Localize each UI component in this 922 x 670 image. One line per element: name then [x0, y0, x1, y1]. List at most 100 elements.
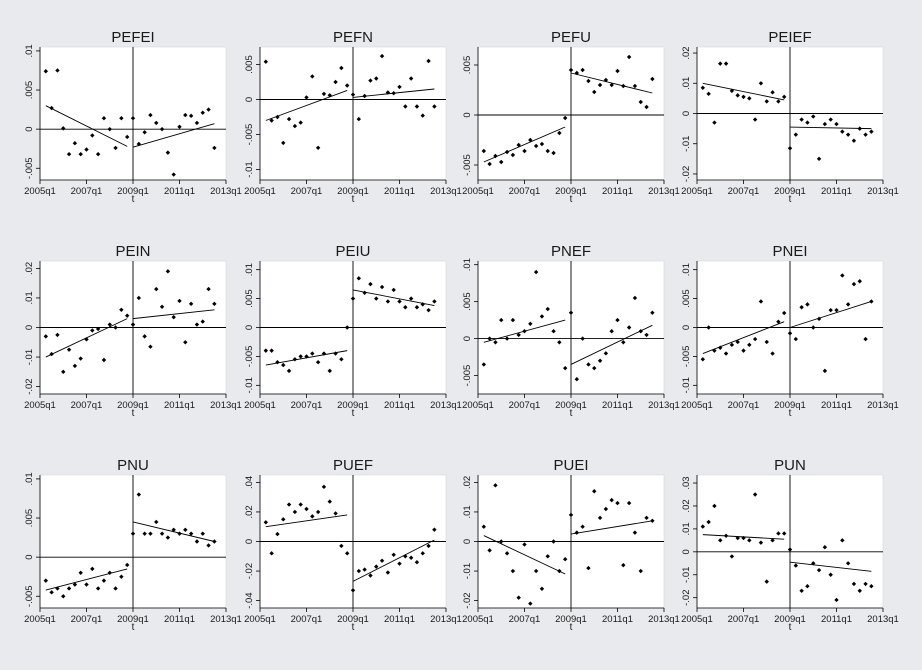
data-point: [292, 509, 298, 515]
data-point: [723, 61, 729, 66]
data-point: [840, 129, 845, 134]
data-point: [481, 524, 487, 529]
data-point: [72, 582, 78, 587]
data-point: [562, 115, 568, 121]
data-point: [432, 299, 437, 304]
fit-line: [352, 289, 435, 306]
data-point: [339, 357, 344, 362]
data-point: [650, 76, 655, 82]
data-point: [615, 68, 620, 74]
data-point: [863, 581, 868, 587]
x-tick-label: 2011q1: [164, 614, 195, 625]
data-point: [391, 552, 396, 557]
data-point: [188, 531, 194, 536]
y-tick-label: .01: [462, 258, 473, 271]
x-tick-label: 2011q1: [384, 186, 415, 197]
y-tick-label: 0: [681, 111, 692, 116]
data-point: [304, 354, 309, 359]
y-tick-label: -.01: [462, 563, 473, 579]
data-point: [863, 336, 868, 342]
x-tick-label: 2011q1: [602, 614, 633, 625]
x-tick-label: 2011q1: [821, 400, 852, 411]
y-tick-label: -.02: [462, 592, 473, 608]
data-point: [310, 514, 315, 519]
data-point: [857, 588, 862, 594]
data-point: [551, 328, 556, 334]
data-point: [626, 54, 632, 60]
y-tick-label: 0: [24, 554, 35, 559]
data-point: [177, 531, 182, 536]
data-point: [799, 305, 804, 310]
data-point: [84, 147, 89, 152]
y-tick-label: -.02: [24, 378, 35, 394]
data-point: [499, 317, 504, 323]
data-point: [621, 562, 626, 568]
data-point: [574, 530, 580, 535]
y-tick-label: .01: [24, 291, 35, 304]
y-tick-label: 0: [462, 336, 473, 341]
x-tick-label: 2013q1: [648, 614, 680, 625]
data-point: [638, 568, 643, 574]
x-tick-label: 2007q1: [509, 400, 541, 411]
data-point: [304, 95, 309, 100]
data-point: [154, 519, 159, 525]
data-point: [650, 518, 655, 524]
data-point: [426, 58, 431, 64]
data-point: [597, 358, 603, 363]
x-tick-label: 2011q1: [164, 400, 195, 411]
data-point: [101, 357, 107, 363]
data-point: [851, 138, 857, 143]
data-point: [315, 509, 321, 515]
data-point: [130, 531, 136, 536]
data-point: [403, 104, 408, 109]
data-point: [545, 306, 550, 312]
x-tick-label: 2013q1: [430, 614, 462, 625]
data-point: [148, 112, 153, 118]
x-tick-label: 2011q1: [821, 614, 852, 625]
data-point: [206, 107, 211, 112]
data-point: [811, 325, 816, 330]
data-point: [632, 295, 638, 301]
data-point: [568, 310, 574, 315]
data-point: [609, 497, 614, 503]
data-point: [420, 302, 425, 307]
data-point: [747, 342, 752, 348]
data-point: [281, 517, 286, 522]
data-point: [741, 535, 746, 541]
data-point: [55, 332, 60, 338]
x-tick-label: 2007q1: [509, 614, 541, 625]
data-point: [310, 351, 315, 356]
data-point: [557, 568, 562, 574]
y-tick-label: 0: [244, 539, 255, 544]
data-point: [834, 307, 839, 313]
data-point: [811, 561, 816, 566]
fit-line: [702, 321, 785, 354]
data-point: [362, 567, 367, 572]
data-point: [504, 336, 510, 341]
data-point: [339, 543, 344, 549]
x-tick-label: 2007q1: [71, 400, 103, 411]
data-point: [718, 61, 723, 66]
data-point: [263, 348, 269, 353]
data-point: [426, 307, 431, 313]
data-point: [374, 296, 379, 301]
data-point: [481, 148, 487, 154]
data-point: [816, 316, 822, 322]
data-point: [379, 558, 385, 563]
data-point: [747, 538, 752, 543]
data-point: [493, 483, 498, 488]
data-point: [49, 351, 54, 357]
data-point: [586, 78, 591, 84]
y-tick-label: .01: [244, 263, 255, 276]
data-point: [292, 123, 298, 129]
data-point: [729, 88, 735, 94]
data-point: [528, 601, 533, 606]
x-axis-label: t: [132, 408, 135, 419]
data-point: [344, 83, 350, 88]
data-point: [269, 348, 274, 353]
data-point: [379, 53, 385, 59]
data-point: [539, 314, 545, 319]
data-point: [603, 351, 609, 356]
x-axis-label: t: [570, 408, 573, 419]
y-tick-label: -.01: [244, 377, 255, 393]
